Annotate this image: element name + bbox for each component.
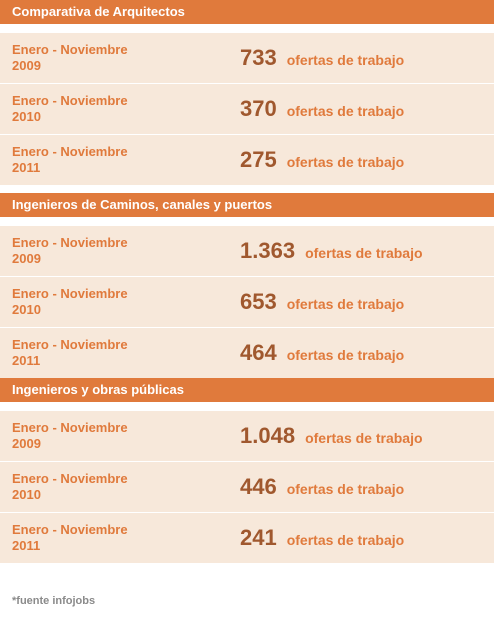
source-note: *fuente infojobs: [12, 595, 96, 607]
table-row: Enero - Noviembre 2011 275 ofertas de traba…: [0, 135, 494, 185]
offer-value: 370: [240, 96, 277, 121]
offer-count: 1.363 ofertas de trabajo: [240, 226, 423, 276]
offer-value: 1.048: [240, 423, 296, 448]
table-row: Enero - Noviembre 2009 1.363 ofertas de tra…: [0, 226, 494, 276]
period-year: 2009: [12, 251, 41, 266]
section-header: Comparativa de Arquitectos: [0, 0, 494, 24]
offer-unit: ofertas de trabajo: [286, 102, 405, 119]
period-months: Enero - Noviembre: [12, 522, 128, 537]
period-year: 2011: [12, 160, 41, 175]
offer-value: 464: [240, 340, 277, 365]
offer-value: 653: [240, 289, 277, 314]
period-months: Enero - Noviembre: [12, 93, 128, 108]
period-label: Enero - Noviembre 2010: [12, 471, 128, 503]
table-row: Enero - Noviembre 2011 241 ofertas de traba…: [0, 513, 494, 563]
period-months: Enero - Noviembre: [12, 286, 128, 301]
offer-count: 370 ofertas de trabajo: [240, 84, 404, 134]
period-months: Enero - Noviembre: [12, 235, 128, 250]
offer-unit: ofertas de trabajo: [286, 51, 405, 68]
table-row: Enero - Noviembre 2010 446 ofertas de traba…: [0, 462, 494, 512]
offer-unit: ofertas de trabajo: [305, 429, 423, 446]
offer-unit: ofertas de trabajo: [286, 153, 405, 170]
table-row: Enero - Noviembre 2010 653 ofertas de traba…: [0, 277, 494, 327]
offer-unit: ofertas de trabajo: [286, 480, 405, 497]
period-label: Enero - Noviembre 2009: [12, 420, 128, 452]
offer-value: 446: [240, 474, 277, 499]
table-row: Enero - Noviembre 2009 1.048 ofertas de tra…: [0, 411, 494, 461]
offer-count: 446 ofertas de trabajo: [240, 462, 404, 512]
period-year: 2010: [12, 109, 41, 124]
offer-unit: ofertas de trabajo: [286, 295, 405, 312]
offer-count: 241 ofertas de trabajo: [240, 513, 404, 563]
offer-value: 1.363: [240, 238, 296, 263]
period-months: Enero - Noviembre: [12, 471, 128, 486]
period-months: Enero - Noviembre: [12, 420, 128, 435]
offer-value: 733: [240, 45, 277, 70]
section-header: Ingenieros de Caminos, canales y puertos: [0, 193, 494, 217]
period-year: 2010: [12, 302, 41, 317]
period-year: 2009: [12, 436, 41, 451]
period-label: Enero - Noviembre 2009: [12, 235, 128, 267]
table-row: Enero - Noviembre 2009 733 ofertas de traba…: [0, 33, 494, 83]
period-label: Enero - Noviembre 2011: [12, 144, 128, 176]
period-label: Enero - Noviembre 2011: [12, 522, 128, 554]
offer-count: 653 ofertas de trabajo: [240, 277, 404, 327]
period-months: Enero - Noviembre: [12, 144, 128, 159]
offer-value: 241: [240, 525, 277, 550]
offer-unit: ofertas de trabajo: [286, 346, 405, 363]
period-months: Enero - Noviembre: [12, 42, 128, 57]
period-label: Enero - Noviembre 2010: [12, 286, 128, 318]
offer-count: 1.048 ofertas de trabajo: [240, 411, 423, 461]
period-year: 2010: [12, 487, 41, 502]
period-label: Enero - Noviembre 2009: [12, 42, 128, 74]
section-header: Ingenieros y obras públicas: [0, 378, 494, 402]
offer-count: 733 ofertas de trabajo: [240, 33, 404, 83]
period-year: 2011: [12, 353, 41, 368]
period-year: 2011: [12, 538, 41, 553]
offer-count: 464 ofertas de trabajo: [240, 328, 404, 378]
period-year: 2009: [12, 58, 41, 73]
period-label: Enero - Noviembre 2010: [12, 93, 128, 125]
offer-count: 275 ofertas de trabajo: [240, 135, 404, 185]
offer-value: 275: [240, 147, 277, 172]
period-months: Enero - Noviembre: [12, 337, 128, 352]
offer-unit: ofertas de trabajo: [286, 531, 405, 548]
offer-unit: ofertas de trabajo: [305, 244, 423, 261]
period-label: Enero - Noviembre 2011: [12, 337, 128, 369]
table-row: Enero - Noviembre 2010 370 ofertas de traba…: [0, 84, 494, 134]
table-row: Enero - Noviembre 2011 464 ofertas de traba…: [0, 328, 494, 378]
